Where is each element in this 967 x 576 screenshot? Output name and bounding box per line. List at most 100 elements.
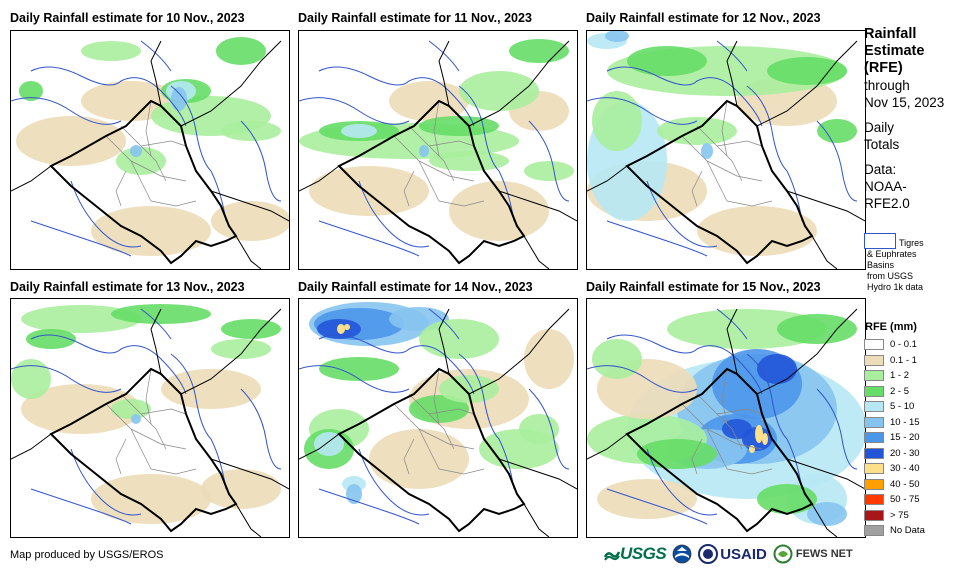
- river-line: [240, 120, 282, 202]
- legend-label: 30 - 40: [890, 463, 920, 475]
- rainfall-map-nov12: [586, 30, 866, 270]
- country-border: [337, 99, 526, 265]
- admin-line: [418, 428, 475, 450]
- neighbor-borders: [587, 308, 865, 537]
- side-data-source2: RFE2.0: [864, 196, 910, 211]
- admin-line: [428, 408, 475, 415]
- river-line: [318, 220, 420, 257]
- usgs-wave-icon: [604, 551, 620, 561]
- river-line: [140, 308, 172, 340]
- legend-label: > 75: [890, 509, 909, 521]
- rainfall-area: [605, 31, 629, 42]
- legend-item: 2 - 5: [864, 384, 925, 400]
- rainfall-map-nov11: [298, 30, 578, 270]
- river-line: [11, 97, 122, 125]
- rainfall-area: [509, 39, 569, 63]
- legend-item: 0.1 - 1: [864, 353, 925, 369]
- neighbor-border-line: [438, 40, 450, 107]
- admin-line: [726, 468, 773, 475]
- river-line: [428, 40, 460, 72]
- legend-item: 50 - 75: [864, 492, 925, 508]
- neighbor-border-line: [235, 235, 262, 269]
- legend-swatch: [864, 385, 884, 397]
- basin-line4: from USGS: [867, 271, 914, 281]
- rainfall-area: [171, 87, 187, 111]
- rainfall-field: [587, 309, 865, 526]
- rainfall-area: [221, 319, 281, 339]
- legend-item: 1 - 2: [864, 368, 925, 384]
- river-line: [318, 488, 420, 525]
- river-line: [318, 66, 475, 127]
- legend-swatch: [864, 463, 884, 475]
- fews-logo: FEWS NET: [773, 544, 853, 564]
- neighbor-border-line: [498, 190, 577, 222]
- river-line: [606, 334, 763, 395]
- river-line: [30, 488, 132, 525]
- admin-line: [105, 403, 152, 470]
- river-line: [528, 388, 570, 470]
- rainfall-area: [130, 145, 142, 157]
- admin-line: [433, 100, 440, 157]
- rainfall-area: [524, 329, 574, 389]
- country-border: [337, 367, 526, 533]
- river-line: [716, 308, 748, 340]
- river-line: [606, 220, 708, 257]
- neighbor-border-line: [180, 308, 282, 395]
- admin-line: [691, 170, 703, 207]
- admin-boundaries: [681, 368, 773, 475]
- legend-label: 40 - 50: [890, 478, 920, 490]
- country-border: [49, 367, 238, 533]
- neighbor-borders: [11, 40, 289, 269]
- rainfall-field: [587, 31, 857, 256]
- noaa-emblem-icon: [672, 544, 692, 564]
- river-line: [606, 488, 708, 525]
- rainfall-area: [309, 166, 429, 216]
- river-line: [816, 388, 858, 470]
- rainfall-field: [304, 302, 574, 504]
- admin-line: [438, 468, 485, 475]
- rainfall-map-nov10: [10, 30, 290, 270]
- rainfall-area: [592, 91, 642, 151]
- basin-line2: & Euphrates: [867, 249, 917, 259]
- admin-line: [681, 403, 728, 470]
- admin-line: [428, 140, 475, 147]
- legend-label: 10 - 15: [890, 416, 920, 428]
- neighbor-border-line: [235, 503, 262, 537]
- neighbor-border-line: [180, 40, 282, 127]
- admin-line: [393, 135, 440, 202]
- admin-line: [726, 200, 773, 207]
- neighbor-border-line: [786, 190, 865, 222]
- river-line: [587, 97, 698, 125]
- usaid-text: USAID: [720, 545, 767, 563]
- admin-line: [150, 468, 197, 475]
- rainfall-area: [419, 116, 499, 136]
- legend-swatch: [864, 401, 884, 413]
- country-border: [625, 367, 814, 533]
- neighbor-border-line: [299, 433, 340, 460]
- usgs-logo: USGS: [604, 544, 667, 564]
- neighbor-border-line: [523, 235, 550, 269]
- neighbor-border-line: [150, 40, 162, 107]
- basin-line3: Basins: [867, 260, 895, 270]
- panel-title-nov14: Daily Rainfall estimate for 14 Nov., 202…: [298, 280, 533, 294]
- legend-item: > 75: [864, 508, 925, 524]
- admin-line: [403, 438, 415, 475]
- river-line: [358, 180, 430, 248]
- legend-title: RFE (mm): [865, 321, 917, 333]
- neighbor-border-line: [726, 40, 738, 107]
- fews-text: FEWS NET: [795, 548, 853, 560]
- neighbor-borders: [299, 40, 577, 269]
- legend-label: 0.1 - 1: [890, 354, 917, 366]
- admin-line: [408, 393, 455, 450]
- side-through: through: [864, 78, 910, 93]
- admin-line: [433, 368, 440, 425]
- river-line: [816, 120, 858, 202]
- river-line: [299, 97, 410, 125]
- admin-line: [716, 408, 763, 415]
- rainfall-map-nov14: [298, 298, 578, 538]
- neighbor-borders: [11, 308, 289, 537]
- rainfall-area: [161, 369, 261, 409]
- rainfall-area: [11, 359, 51, 399]
- admin-line: [140, 140, 187, 147]
- neighbor-border-line: [210, 190, 289, 222]
